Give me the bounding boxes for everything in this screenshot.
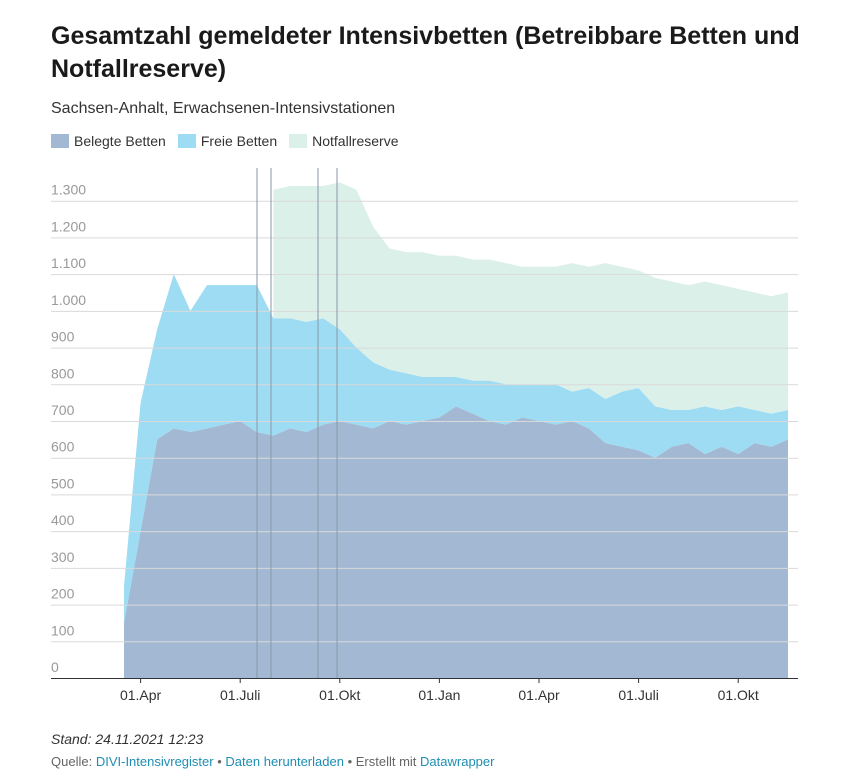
chart-title: Gesamtzahl gemeldeter Intensivbetten (Be… <box>51 22 800 83</box>
y-tick-label: 1.000 <box>51 292 86 308</box>
y-tick-label: 1.100 <box>51 255 86 271</box>
separator: • <box>347 754 353 769</box>
y-tick-label: 900 <box>51 329 75 345</box>
credit-link[interactable]: Datawrapper <box>420 754 495 769</box>
source-link[interactable]: DIVI-Intensivregister <box>95 754 214 769</box>
y-tick-label: 600 <box>51 439 75 455</box>
x-tick-label: 01.Juli <box>618 687 658 703</box>
source-label: Quelle: <box>51 754 93 769</box>
legend-label: Belegte Betten <box>74 133 166 149</box>
y-tick-label: 0 <box>51 659 59 675</box>
separator: • <box>217 754 222 769</box>
credit-label: Erstellt mit <box>355 754 417 769</box>
y-tick-label: 700 <box>51 402 75 418</box>
y-tick-label: 1.300 <box>51 182 86 198</box>
annotation-lines <box>256 168 338 678</box>
legend-item: Belegte Betten <box>51 133 166 149</box>
legend: Belegte Betten Freie Betten Notfallreserve <box>51 133 399 149</box>
area <box>124 406 788 678</box>
x-tick-label: 01.Juli <box>220 687 260 703</box>
x-tick-label: 01.Apr <box>120 687 162 703</box>
y-tick-label: 500 <box>51 475 75 491</box>
x-tick-label: 01.Jan <box>418 687 460 703</box>
legend-swatch <box>51 134 69 148</box>
y-tick-label: 400 <box>51 512 75 528</box>
x-tick-label: 01.Okt <box>319 687 360 703</box>
area <box>124 274 788 623</box>
y-tick-label: 1.200 <box>51 218 86 234</box>
y-tick-label: 300 <box>51 549 75 565</box>
x-tick-label: 01.Apr <box>518 687 560 703</box>
y-tick-label: 800 <box>51 365 75 381</box>
area <box>273 182 788 414</box>
legend-item: Freie Betten <box>177 133 278 149</box>
legend-label: Notfallreserve <box>312 133 399 149</box>
x-tick-label: 01.Okt <box>718 687 759 703</box>
legend-swatch <box>289 134 308 148</box>
note: Stand: 24.11.2021 12:23 <box>51 731 204 747</box>
legend-label: Freie Betten <box>200 133 278 149</box>
chart-subtitle: Sachsen-Anhalt, Erwachsenen-Intensivstat… <box>51 100 396 117</box>
legend-swatch <box>177 134 196 148</box>
y-tick-label: 100 <box>51 622 75 638</box>
y-tick-label: 200 <box>51 586 75 602</box>
legend-item: Notfallreserve <box>289 133 399 149</box>
footer: Quelle: DIVI-Intensivregister • Daten he… <box>51 754 494 769</box>
download-link[interactable]: Daten herunterladen <box>225 754 344 769</box>
